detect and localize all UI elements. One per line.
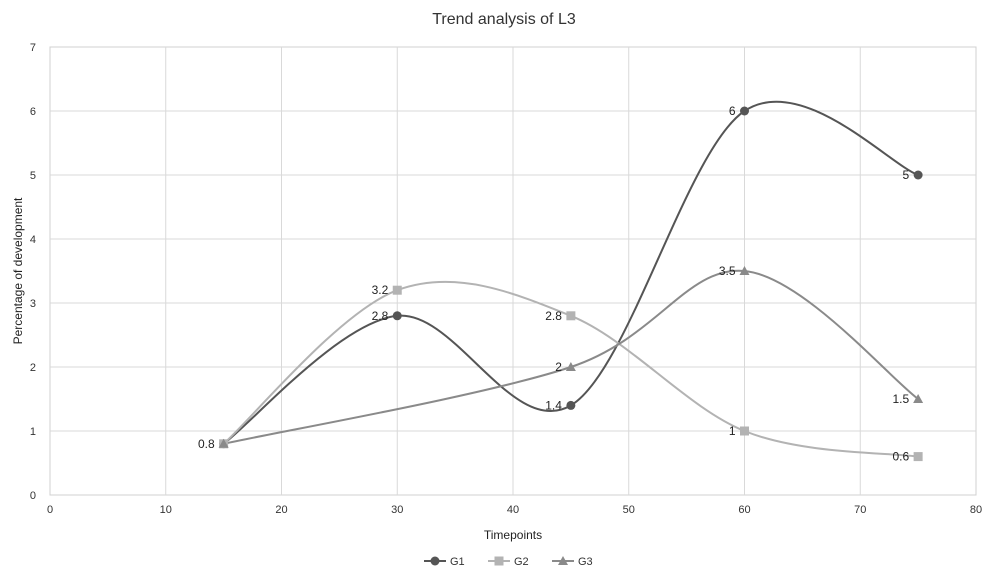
x-tick-label: 80 (970, 504, 982, 516)
data-label-g2: 2.8 (545, 309, 562, 323)
x-tick-label: 30 (391, 504, 403, 516)
data-label-g3: 3.5 (719, 264, 736, 278)
series-markers (218, 106, 924, 462)
y-axis-label: Percentage of development (11, 197, 25, 344)
data-label-g2: 1 (729, 424, 736, 438)
y-tick-label: 5 (30, 170, 36, 182)
legend-label-g2: G2 (514, 556, 529, 568)
y-tick-label: 7 (30, 42, 36, 54)
data-label-g2: 3.2 (372, 283, 389, 297)
data-point-g1 (740, 106, 749, 116)
data-point-g3 (913, 394, 924, 403)
data-label-g3: 2 (555, 360, 562, 374)
data-label-g1: 5 (902, 168, 909, 182)
data-point-g2 (913, 452, 923, 462)
data-point-g3 (218, 438, 229, 448)
series-line-g3 (223, 269, 919, 445)
y-tick-label: 1 (30, 426, 36, 438)
data-label-g1: 6 (729, 104, 736, 118)
data-point-g2 (392, 285, 402, 295)
y-tick-label: 4 (30, 234, 36, 246)
data-point-g2 (740, 426, 749, 436)
data-label-g1: 0.8 (198, 437, 215, 451)
legend: G1 G2 G3 (424, 556, 593, 568)
x-axis-label: Timepoints (484, 528, 542, 542)
x-tick-label: 50 (623, 504, 635, 516)
x-tick-label: 10 (160, 504, 172, 516)
axis-ticks: 0 10 20 30 40 50 60 70 80 0 1 2 3 4 5 6 7 (30, 42, 982, 516)
data-point-g2 (566, 311, 576, 321)
data-point-g1 (392, 311, 402, 321)
chart-title: Trend analysis of L3 (432, 11, 576, 28)
y-tick-label: 6 (30, 106, 36, 118)
y-tick-label: 2 (30, 362, 36, 374)
data-point-g3 (739, 266, 750, 275)
legend-label-g1: G1 (450, 556, 465, 568)
data-labels: 0.8 2.8 1.4 6 5 3.2 2.8 1 0.6 2 3.5 1.5 (198, 104, 910, 464)
x-tick-label: 0 (47, 504, 53, 516)
x-tick-label: 60 (738, 504, 750, 516)
grid (50, 47, 976, 495)
legend-marker-g1 (430, 556, 440, 566)
data-label-g3: 1.5 (892, 392, 909, 406)
x-tick-label: 20 (275, 504, 287, 516)
legend-marker-g3 (558, 556, 568, 565)
data-label-g1: 2.8 (372, 309, 389, 323)
data-point-g1 (913, 170, 923, 180)
data-label-g2: 0.6 (892, 450, 909, 464)
x-tick-label: 40 (507, 504, 519, 516)
data-label-g1: 1.4 (545, 398, 562, 412)
data-point-g3 (565, 362, 576, 371)
y-tick-label: 0 (30, 490, 36, 502)
series-line-g1 (223, 100, 919, 445)
legend-label-g3: G3 (578, 556, 593, 568)
legend-marker-g2 (494, 556, 504, 566)
x-tick-label: 70 (854, 504, 866, 516)
data-point-g1 (566, 400, 576, 410)
y-tick-label: 3 (30, 298, 36, 310)
